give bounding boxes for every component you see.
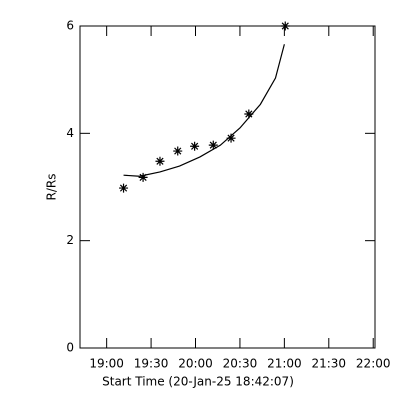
x-tick-label: 19:30	[134, 357, 169, 371]
data-point	[119, 183, 129, 193]
y-axis-label: R/Rs	[45, 174, 59, 201]
plot-frame	[79, 25, 376, 349]
x-axis-label: Start Time (20-Jan-25 18:42:07)	[102, 375, 294, 389]
x-tick-label: 19:00	[89, 357, 124, 371]
data-point	[244, 109, 254, 119]
y-tick-label: 2	[66, 233, 74, 247]
data-point	[173, 146, 183, 156]
data-point	[138, 172, 148, 182]
data-point	[280, 21, 290, 31]
x-tick-label: 21:00	[267, 357, 302, 371]
y-tick-label: 4	[66, 126, 74, 140]
fit-curve	[123, 44, 285, 177]
data-point	[226, 133, 236, 143]
y-tick-label: 0	[66, 341, 74, 355]
y-tick-label: 6	[66, 19, 74, 33]
x-tick-label: 22:00	[356, 357, 391, 371]
data-point	[155, 156, 165, 166]
x-tick-label: 20:00	[178, 357, 213, 371]
data-point	[190, 141, 200, 151]
x-tick-label: 21:30	[311, 357, 346, 371]
data-point	[208, 140, 218, 150]
x-tick-label: 20:30	[223, 357, 258, 371]
